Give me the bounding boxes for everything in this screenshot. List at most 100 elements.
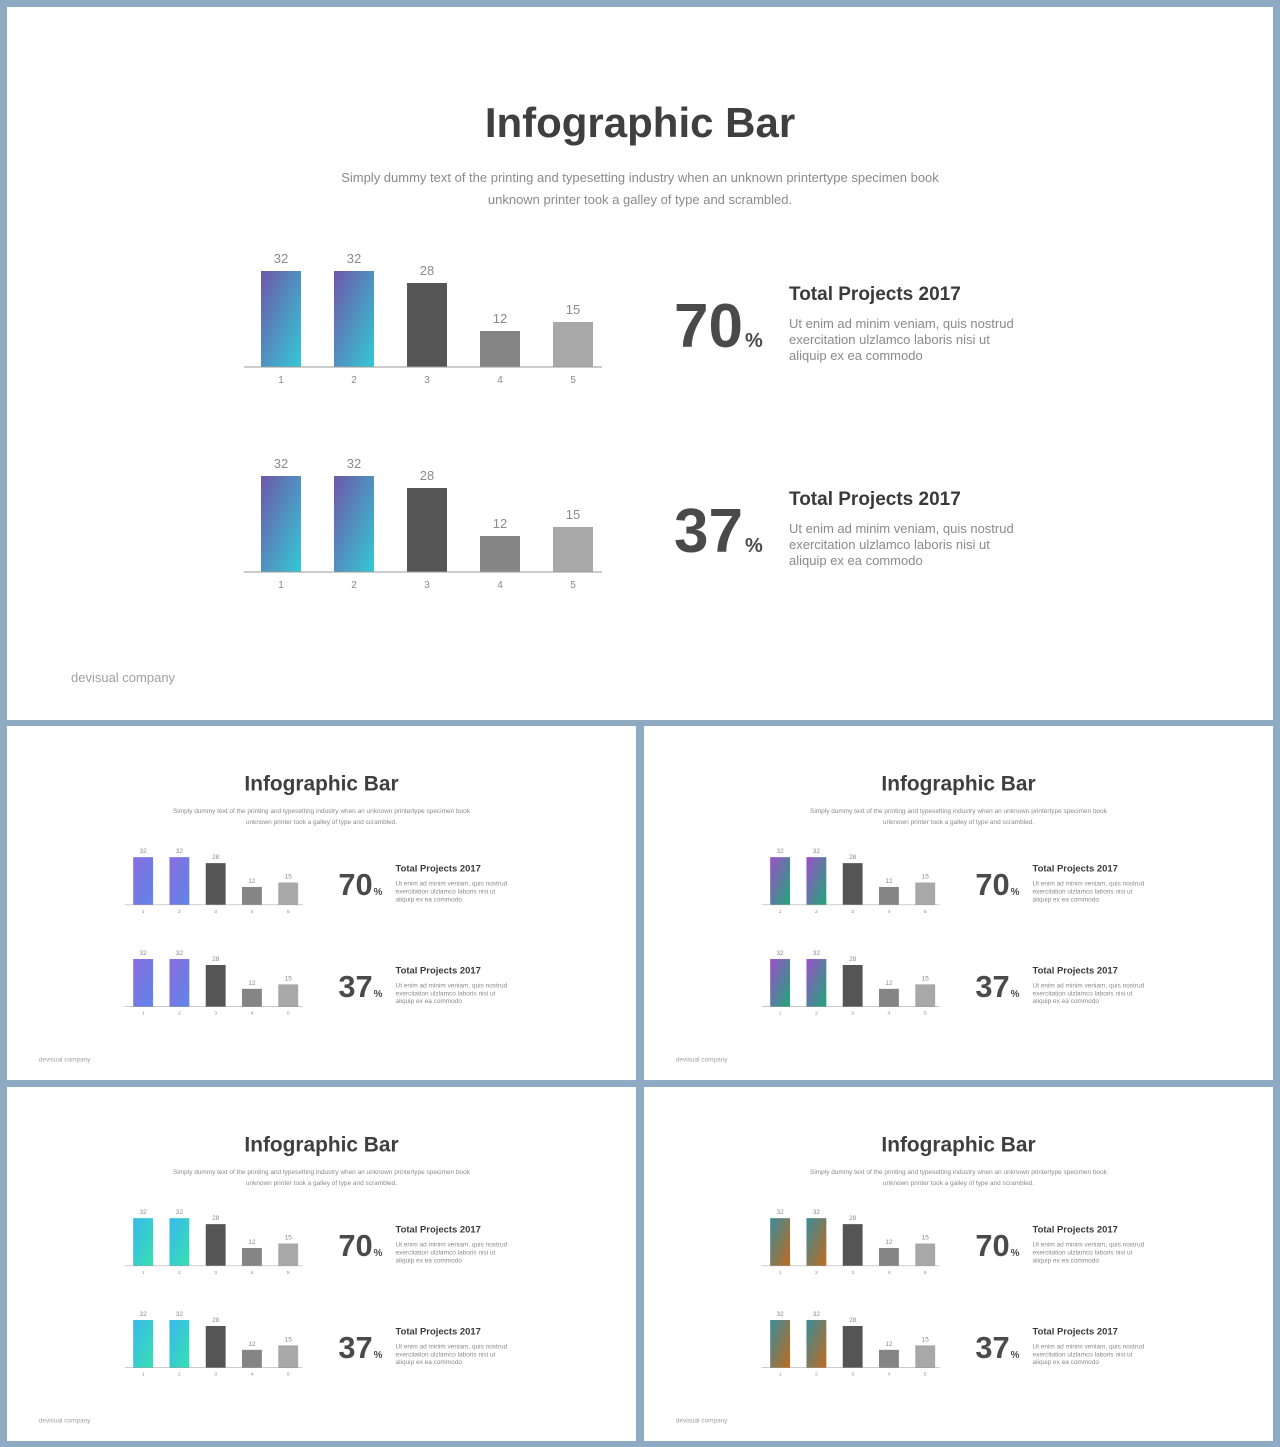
category-label: 5 [924, 1270, 927, 1276]
bar-chart: 32 1 32 2 28 3 12 4 15 5 [244, 456, 602, 591]
stat-block: 32 1 32 2 28 3 12 4 15 5 37% Total Projects 2017 Ut … [644, 945, 1273, 1044]
stat-block: 32 1 32 2 28 3 12 4 15 5 37% Total Projects 2017 Ut … [644, 1306, 1273, 1405]
bar-value-label: 15 [922, 975, 930, 982]
category-label: 1 [779, 1270, 782, 1276]
bar-value-label: 32 [274, 456, 288, 471]
bar-1 [770, 1320, 791, 1368]
info-title: Total Projects 2017 [1032, 863, 1118, 875]
bar-2 [169, 1320, 190, 1368]
category-label: 2 [178, 1270, 181, 1276]
subtitle-line: unknown printer took a galley of type an… [882, 817, 1035, 826]
category-label: 5 [570, 580, 576, 591]
category-label: 1 [779, 909, 782, 915]
bar-chart: 32 1 32 2 28 3 12 4 15 5 [124, 848, 303, 915]
slide-3[interactable]: Infographic Bar Simply dummy text of the … [644, 726, 1273, 1080]
bar-3 [205, 863, 226, 905]
percent-number: 70 [975, 867, 1010, 902]
bar-5 [915, 1345, 936, 1368]
stat-block: 32 1 32 2 28 3 12 4 15 5 70% Total Projects 2017 Ut … [644, 843, 1273, 942]
percent-value: 70% [674, 296, 763, 358]
category-label: 3 [214, 1270, 217, 1276]
category-label: 5 [924, 1011, 927, 1017]
bar-value-label: 15 [922, 1235, 930, 1242]
bar-2 [806, 857, 827, 905]
category-label: 2 [178, 909, 181, 915]
bar-2 [334, 476, 374, 572]
bar-2 [169, 857, 190, 905]
stat-block: 32 1 32 2 28 3 12 4 15 5 37% Total Projects 2017 Ut … [7, 447, 1273, 647]
bar-value-label: 28 [849, 1215, 857, 1222]
bar-value-label: 32 [176, 848, 184, 855]
percent-value: 37% [338, 1332, 382, 1363]
subtitle-line: unknown printer took a galley of type an… [245, 1178, 398, 1187]
category-label: 3 [851, 909, 854, 915]
info-title: Total Projects 2017 [395, 1224, 481, 1236]
stat-block: 32 1 32 2 28 3 12 4 15 5 37% Total Projects 2017 Ut … [7, 1306, 636, 1405]
bar-2 [169, 1218, 190, 1266]
category-label: 2 [815, 1011, 818, 1017]
info-title: Total Projects 2017 [789, 284, 961, 305]
subtitle-line: Simply dummy text of the printing and ty… [341, 170, 939, 185]
info-title: Total Projects 2017 [395, 1326, 481, 1337]
info-title: Total Projects 2017 [1032, 1224, 1118, 1236]
category-label: 5 [924, 909, 927, 915]
bar-1 [261, 271, 301, 367]
bar-value-label: 32 [140, 1311, 148, 1318]
slide-subtitle: Simply dummy text of the printing and ty… [809, 805, 1107, 827]
percent-value: 37% [975, 1332, 1019, 1363]
percent-number: 70 [674, 292, 743, 361]
stat-block: 32 1 32 2 28 3 12 4 15 5 70% Total Projects 2017 Ut … [644, 1204, 1273, 1303]
percent-number: 37 [338, 1330, 373, 1365]
stat-block: 32 1 32 2 28 3 12 4 15 5 70% Total Projects 2017 Ut … [7, 242, 1273, 442]
category-label: 4 [251, 909, 254, 915]
bar-value-label: 28 [849, 1317, 857, 1324]
bar-3 [842, 863, 863, 905]
slide-subtitle: Simply dummy text of the printing and ty… [172, 1166, 470, 1188]
bar-value-label: 32 [777, 848, 785, 855]
bar-5 [915, 1243, 936, 1266]
bar-5 [278, 1243, 299, 1266]
slide-content: Infographic Bar Simply dummy text of the … [644, 1087, 1273, 1441]
slide-4[interactable]: Infographic Bar Simply dummy text of the … [7, 1087, 636, 1441]
category-label: 1 [779, 1011, 782, 1017]
bar-value-label: 12 [248, 1341, 256, 1348]
bar-chart: 32 1 32 2 28 3 12 4 15 5 [124, 950, 303, 1017]
category-label: 4 [251, 1270, 254, 1276]
category-label: 1 [142, 909, 145, 915]
slide-1[interactable]: Infographic Bar Simply dummy text of the … [7, 7, 1273, 720]
subtitle-line: unknown printer took a galley of type an… [882, 1178, 1035, 1187]
slide-2[interactable]: Infographic Bar Simply dummy text of the … [7, 726, 636, 1080]
bar-3 [407, 488, 447, 572]
category-label: 1 [779, 1372, 782, 1378]
bar-4 [242, 988, 262, 1007]
category-label: 4 [251, 1372, 254, 1378]
bar-5 [278, 882, 299, 905]
bar-chart: 32 1 32 2 28 3 12 4 15 5 [244, 251, 602, 386]
info-text: Ut enim ad minim veniam, quis nostrud ex… [789, 316, 1014, 363]
info-text: Ut enim ad minim veniam, quis nostrud ex… [1032, 1342, 1145, 1366]
bar-4 [242, 886, 262, 905]
percent-number: 37 [975, 969, 1010, 1004]
bar-value-label: 32 [140, 1209, 148, 1216]
bar-4 [242, 1349, 262, 1368]
bar-3 [205, 1224, 226, 1266]
bar-1 [770, 1218, 791, 1266]
bar-4 [879, 988, 899, 1007]
category-label: 2 [351, 580, 357, 591]
bar-4 [480, 331, 520, 367]
slide-5[interactable]: Infographic Bar Simply dummy text of the … [644, 1087, 1273, 1441]
bar-4 [879, 1247, 899, 1266]
info-title: Total Projects 2017 [395, 863, 481, 875]
footer-company: devisual company [675, 1055, 728, 1063]
bar-chart: 32 1 32 2 28 3 12 4 15 5 [761, 848, 940, 915]
info-text: Ut enim ad minim veniam, quis nostrud ex… [395, 1240, 508, 1264]
bar-value-label: 32 [140, 950, 148, 957]
bar-chart: 32 1 32 2 28 3 12 4 15 5 [761, 950, 940, 1017]
subtitle-line: unknown printer took a galley of type an… [487, 192, 793, 207]
percent-value: 70% [338, 1230, 382, 1262]
stat-block: 32 1 32 2 28 3 12 4 15 5 37% Total Projects 2017 Ut … [7, 945, 636, 1044]
subtitle-line: Simply dummy text of the printing and ty… [173, 806, 470, 815]
bar-2 [169, 959, 190, 1007]
bar-value-label: 32 [176, 1311, 184, 1318]
category-label: 4 [888, 1011, 891, 1017]
